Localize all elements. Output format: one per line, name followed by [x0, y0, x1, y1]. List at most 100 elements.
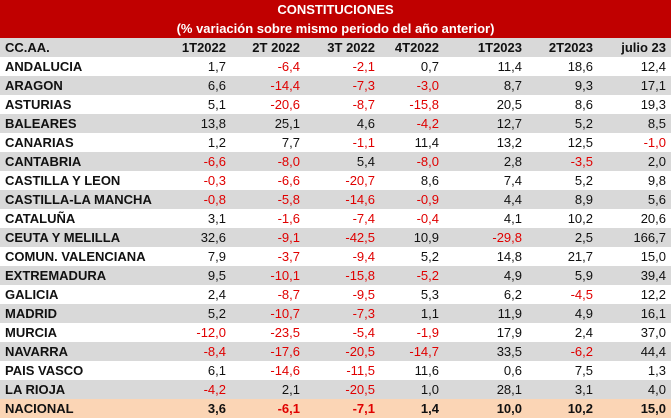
region-name: COMUN. VALENCIANA [5, 249, 146, 264]
table-row: GALICIA 2,4 -8,7 -9,5 5,3 6,2 -4,5 12,2 [0, 285, 671, 304]
value-cell: -23,5 [270, 325, 300, 340]
value-cell: 12,4 [640, 59, 666, 74]
value-cell: 3,6 [207, 401, 226, 416]
value-cell: -20,6 [270, 97, 300, 112]
value-cell: 13,2 [496, 135, 522, 150]
region-name: ANDALUCIA [5, 59, 83, 74]
value-cell: 44,4 [640, 344, 666, 359]
region-name: NACIONAL [5, 401, 74, 416]
value-cell: 7,5 [574, 363, 593, 378]
value-cell: -20,5 [345, 344, 375, 359]
value-cell: -6,6 [277, 173, 300, 188]
table-row: CASTILLA Y LEON -0,3 -6,6 -20,7 8,6 7,4 5,2 9,8 [0, 171, 671, 190]
value-cell: 7,7 [281, 135, 300, 150]
value-cell: -42,5 [345, 230, 375, 245]
value-cell: 20,5 [496, 97, 522, 112]
region-name: CEUTA Y MELILLA [5, 230, 121, 245]
value-cell: -4,2 [416, 116, 439, 131]
value-cell: 15,0 [640, 401, 666, 416]
table-row: CATALUÑA 3,1 -1,6 -7,4 -0,4 4,1 10,2 20,6 [0, 209, 671, 228]
value-cell: -3,0 [416, 78, 439, 93]
value-cell: 5,4 [356, 154, 375, 169]
value-cell: 8,6 [420, 173, 439, 188]
column-header: julio 23 [621, 40, 666, 55]
value-cell: -6,2 [570, 344, 593, 359]
value-cell: 21,7 [567, 249, 593, 264]
value-cell: 4,0 [647, 382, 666, 397]
table-title: CONSTITUCIONES [277, 2, 394, 17]
value-cell: -20,7 [345, 173, 375, 188]
value-cell: 9,8 [647, 173, 666, 188]
table-row: MADRID 5,2 -10,7 -7,3 1,1 11,9 4,9 16,1 [0, 304, 671, 323]
value-cell: -7,1 [352, 401, 375, 416]
value-cell: 5,6 [647, 192, 666, 207]
value-cell: -5,4 [352, 325, 375, 340]
value-cell: 5,3 [420, 287, 439, 302]
value-cell: -12,0 [196, 325, 226, 340]
region-name: GALICIA [5, 287, 59, 302]
value-cell: -5,2 [416, 268, 439, 283]
value-cell: 9,3 [574, 78, 593, 93]
value-cell: -20,5 [345, 382, 375, 397]
table-subtitle: (% variación sobre mismo periodo del año… [176, 21, 495, 36]
value-cell: -8,0 [416, 154, 439, 169]
value-cell: -2,1 [352, 59, 375, 74]
value-cell: -7,3 [352, 306, 375, 321]
value-cell: 11,4 [414, 135, 439, 150]
value-cell: 32,6 [200, 230, 226, 245]
value-cell: 10,2 [567, 401, 593, 416]
column-header: 2T2023 [548, 40, 593, 55]
table-row: MURCIA -12,0 -23,5 -5,4 -1,9 17,9 2,4 37,0 [0, 323, 671, 342]
value-cell: -14,6 [345, 192, 375, 207]
value-cell: -3,5 [570, 154, 593, 169]
value-cell: -0,9 [416, 192, 439, 207]
value-cell: -8,0 [277, 154, 300, 169]
value-cell: 1,4 [420, 401, 439, 416]
value-cell: 4,9 [574, 306, 593, 321]
value-cell: -0,4 [416, 211, 439, 226]
value-cell: 37,0 [640, 325, 666, 340]
region-name: CASTILLA-LA MANCHA [5, 192, 152, 207]
table-row: BALEARES 13,8 25,1 4,6 -4,2 12,7 5,2 8,5 [0, 114, 671, 133]
value-cell: 12,7 [496, 116, 522, 131]
region-name: NAVARRA [5, 344, 69, 359]
value-cell: 11,4 [497, 59, 522, 74]
value-cell: 6,1 [207, 363, 226, 378]
value-cell: 10,9 [413, 230, 439, 245]
value-cell: -9,1 [277, 230, 300, 245]
region-name: MADRID [5, 306, 57, 321]
table-row: CASTILLA-LA MANCHA -0,8 -5,8 -14,6 -0,9 4,4 8,… [0, 190, 671, 209]
region-name: CANARIAS [5, 135, 74, 150]
value-cell: 3,1 [207, 211, 226, 226]
value-cell: -4,5 [570, 287, 593, 302]
value-cell: -1,1 [352, 135, 375, 150]
value-cell: -10,1 [270, 268, 300, 283]
value-cell: 5,2 [207, 306, 226, 321]
value-cell: 5,2 [574, 116, 593, 131]
value-cell: 11,9 [497, 306, 522, 321]
value-cell: 2,8 [503, 154, 522, 169]
value-cell: -15,8 [345, 268, 375, 283]
column-header: 1T2023 [477, 40, 522, 55]
table-row: EXTREMADURA 9,5 -10,1 -15,8 -5,2 4,9 5,9 39,4 [0, 266, 671, 285]
table-row: COMUN. VALENCIANA 7,9 -3,7 -9,4 5,2 14,8 21,7 1… [0, 247, 671, 266]
value-cell: 1,2 [207, 135, 226, 150]
value-cell: 15,0 [640, 249, 666, 264]
value-cell: 4,1 [503, 211, 522, 226]
region-name: CATALUÑA [5, 211, 76, 226]
region-name: BALEARES [5, 116, 77, 131]
value-cell: 12,2 [640, 287, 666, 302]
region-name: CANTABRIA [5, 154, 82, 169]
value-cell: 17,9 [496, 325, 522, 340]
value-cell: 5,2 [420, 249, 439, 264]
value-cell: 5,1 [207, 97, 226, 112]
value-cell: 13,8 [200, 116, 226, 131]
region-name: ARAGON [5, 78, 63, 93]
value-cell: -1,0 [643, 135, 666, 150]
value-cell: -4,2 [203, 382, 226, 397]
value-cell: -0,3 [203, 173, 226, 188]
value-cell: 2,0 [647, 154, 666, 169]
region-name: ASTURIAS [5, 97, 72, 112]
column-header: 1T2022 [181, 40, 226, 55]
value-cell: 14,8 [496, 249, 522, 264]
